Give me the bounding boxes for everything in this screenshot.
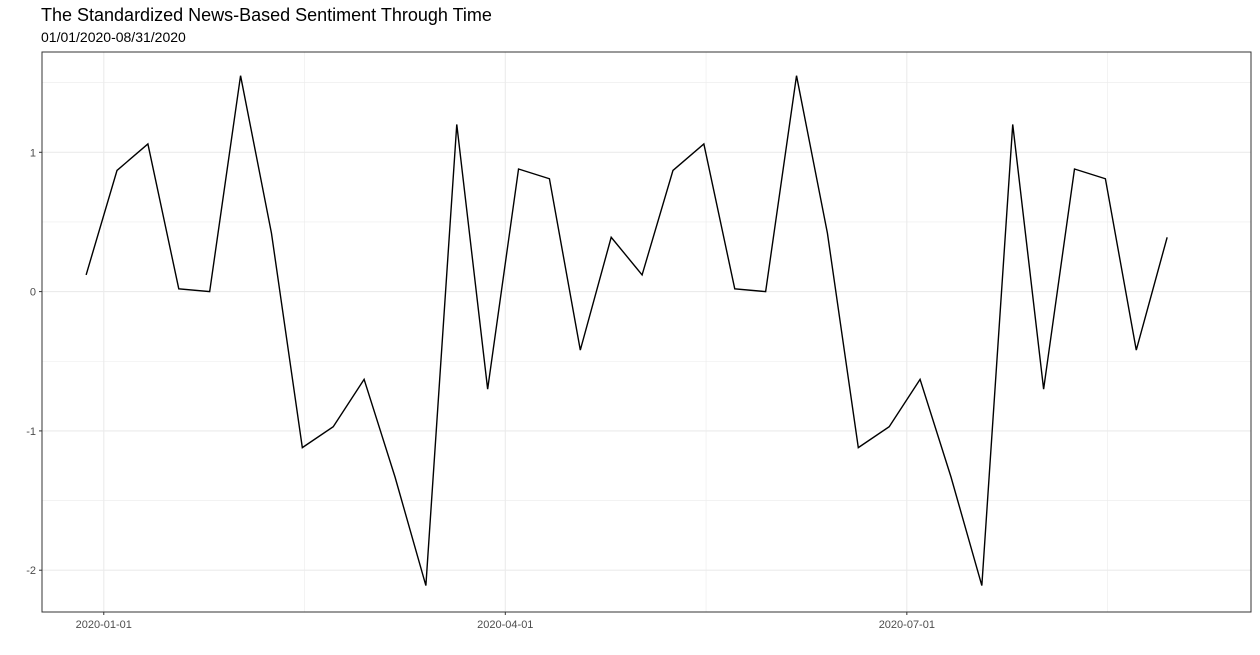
- y-tick-label: 1: [30, 147, 36, 159]
- x-tick-label: 2020-04-01: [477, 619, 533, 631]
- x-tick-label: 2020-07-01: [879, 619, 935, 631]
- chart-title: The Standardized News-Based Sentiment Th…: [41, 5, 492, 25]
- grid-lines: [42, 52, 1251, 612]
- panel-border: [41, 51, 1252, 613]
- series-layer: [85, 75, 1168, 586]
- x-tick-label: 2020-01-01: [76, 619, 132, 631]
- y-tick-label: -1: [26, 426, 36, 438]
- axes: -2 -1 0 1 2020-01-01 2020-04-01 2020-07-01: [26, 147, 935, 631]
- y-tick-label: 0: [30, 287, 36, 299]
- series-line: [85, 75, 1168, 586]
- chart-subtitle: 01/01/2020-08/31/2020: [41, 29, 186, 45]
- y-tick-label: -2: [26, 565, 36, 577]
